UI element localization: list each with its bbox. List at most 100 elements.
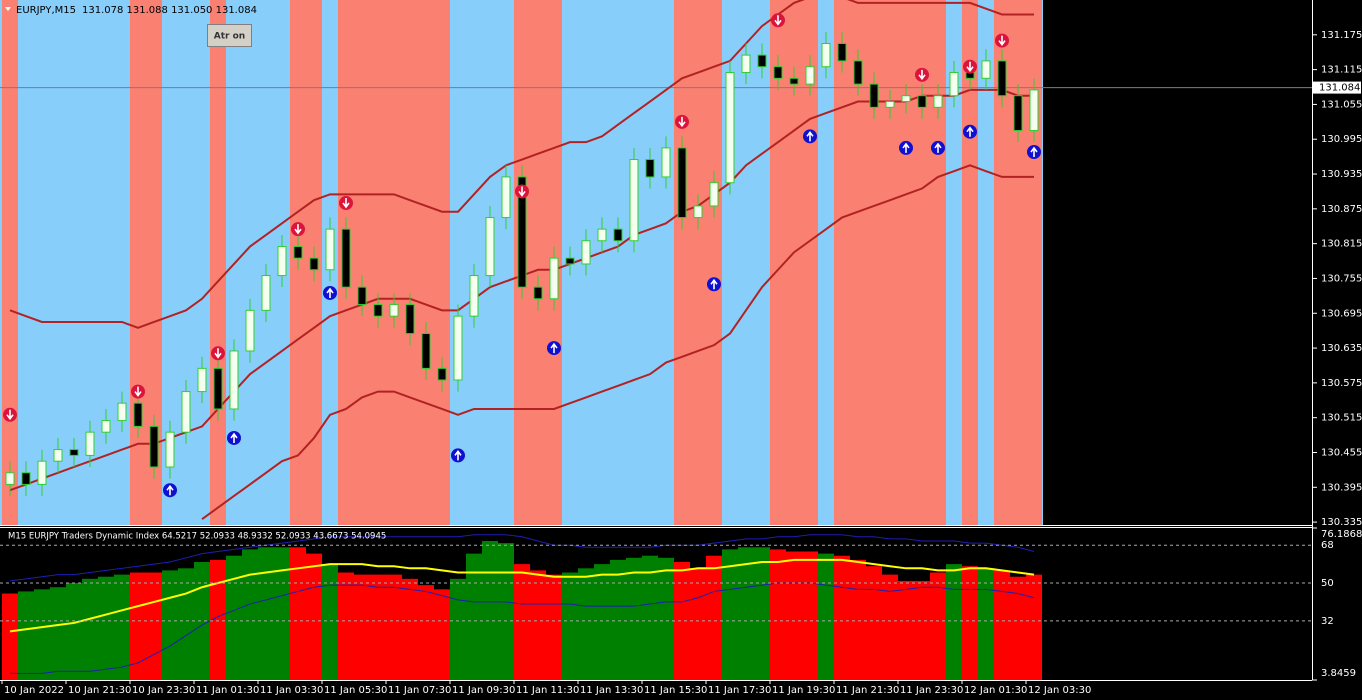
- atr-button[interactable]: [207, 24, 252, 47]
- sell-arrows: [339, 196, 353, 211]
- rsi-bar: [466, 553, 482, 680]
- buy-arrows: [931, 140, 945, 155]
- buy-arrows: [899, 140, 913, 155]
- atr-button-label[interactable]: Atr on: [214, 32, 245, 42]
- sell-arrows: [211, 346, 225, 361]
- rsi-bar: [738, 547, 754, 680]
- y-tick-label: 130.335: [1321, 517, 1362, 528]
- sell-arrows: [995, 33, 1009, 48]
- indicator-title: M15 EURJPY Traders Dynamic Index 64.5217…: [8, 532, 386, 542]
- x-tick-label: 11 Jan 01:30: [196, 685, 259, 696]
- candle-body: [565, 257, 575, 265]
- x-tick-label: 10 Jan 21:30: [68, 685, 131, 696]
- y-tick-label: 130.815: [1321, 239, 1362, 250]
- rsi-bar: [754, 547, 770, 680]
- rsi-bar: [386, 574, 402, 680]
- x-tick-label: 11 Jan 13:30: [580, 685, 643, 696]
- rsi-bar: [274, 547, 290, 680]
- rsi-bar: [18, 591, 34, 680]
- arrow-glyph: [550, 342, 558, 354]
- candle-body: [501, 176, 511, 219]
- rsi-bar: [226, 555, 242, 680]
- candle-body: [597, 228, 607, 242]
- y-tick-label: 130.635: [1321, 343, 1362, 354]
- rsi-bar: [242, 549, 258, 680]
- candle-body: [5, 472, 15, 485]
- rsi-bar: [306, 553, 322, 680]
- rsi-bar: [818, 553, 834, 680]
- rsi-bar: [962, 566, 978, 680]
- candle-body: [85, 431, 95, 456]
- candle-body: [789, 77, 799, 85]
- candle-body: [805, 66, 815, 85]
- y-tick-label: 130.695: [1321, 308, 1362, 319]
- rsi-bar: [98, 576, 114, 680]
- rsi-bar: [594, 564, 610, 680]
- rsi-bar: [370, 574, 386, 680]
- candle-body: [293, 246, 303, 259]
- arrow-glyph: [166, 484, 174, 496]
- chart-subtitle: 131.078 131.088 131.050 131.084: [82, 5, 257, 16]
- candle-body: [613, 228, 623, 242]
- candle-body: [357, 286, 367, 306]
- candle-body: [165, 431, 175, 468]
- candle-body: [21, 472, 31, 485]
- sell-arrows: [675, 114, 689, 129]
- rsi-bar: [834, 555, 850, 680]
- candle-body: [517, 176, 527, 288]
- arrow-glyph: [902, 142, 910, 153]
- rsi-bar: [194, 562, 210, 680]
- candle-body: [885, 101, 895, 108]
- y-tick-label: 130.875: [1321, 204, 1362, 215]
- rsi-bar: [546, 574, 562, 680]
- arrow-glyph: [966, 61, 974, 73]
- y-tick-label: 130.515: [1321, 413, 1362, 424]
- plot-area: [0, 0, 1043, 525]
- rsi-bar: [946, 564, 962, 680]
- arrow-glyph: [678, 116, 686, 128]
- arrow-glyph: [966, 126, 974, 137]
- candle-body: [917, 95, 927, 108]
- candle-body: [421, 333, 431, 369]
- candle-body: [69, 449, 79, 456]
- collapse-icon[interactable]: [5, 7, 11, 11]
- band-upper: [9, 0, 1034, 329]
- x-tick-label: 11 Jan 19:30: [772, 685, 835, 696]
- arrow-glyph: [454, 450, 462, 461]
- arrow-glyph: [6, 409, 14, 421]
- y-tick-label: 130.395: [1321, 482, 1362, 493]
- y-tick-label: 130.755: [1321, 273, 1362, 284]
- rsi-bar: [210, 559, 226, 680]
- rsi-bar: [418, 585, 434, 680]
- arrow-glyph: [806, 130, 814, 142]
- rsi-bar: [978, 568, 994, 680]
- signal-line: [9, 558, 1035, 633]
- arrow-glyph: [934, 142, 942, 153]
- rsi-bar: [66, 583, 82, 680]
- candle-body: [53, 449, 63, 462]
- candle-body: [37, 460, 47, 485]
- candle-body: [629, 159, 639, 242]
- arrow-glyph: [998, 35, 1006, 46]
- candle-body: [213, 367, 223, 410]
- rsi-bar: [706, 555, 722, 680]
- candle-body: [405, 304, 415, 335]
- x-tick-label: 11 Jan 11:30: [516, 685, 579, 696]
- candle-body: [181, 391, 191, 433]
- x-tick-label: 11 Jan 15:30: [644, 685, 707, 696]
- y-tick-label: 76.1868: [1321, 529, 1362, 540]
- candle-body: [677, 147, 687, 219]
- x-tick-label: 11 Jan 21:30: [836, 685, 899, 696]
- last-price-label: 131.084: [1319, 83, 1360, 94]
- candle-body: [709, 182, 719, 207]
- x-tick-label: 10 Jan 2022: [4, 685, 64, 696]
- candle-body: [869, 83, 879, 108]
- sell-arrows: [771, 13, 785, 28]
- y-tick-label: 131.115: [1321, 65, 1362, 76]
- candle-body: [261, 275, 271, 311]
- last-price-box: [1313, 81, 1361, 94]
- candle-body: [1029, 89, 1039, 132]
- y-tick-label: 130.455: [1321, 447, 1362, 458]
- candle-body: [549, 257, 559, 300]
- overlay: EURJPY,M15 131.078 131.088 131.050 131.0…: [0, 0, 1313, 696]
